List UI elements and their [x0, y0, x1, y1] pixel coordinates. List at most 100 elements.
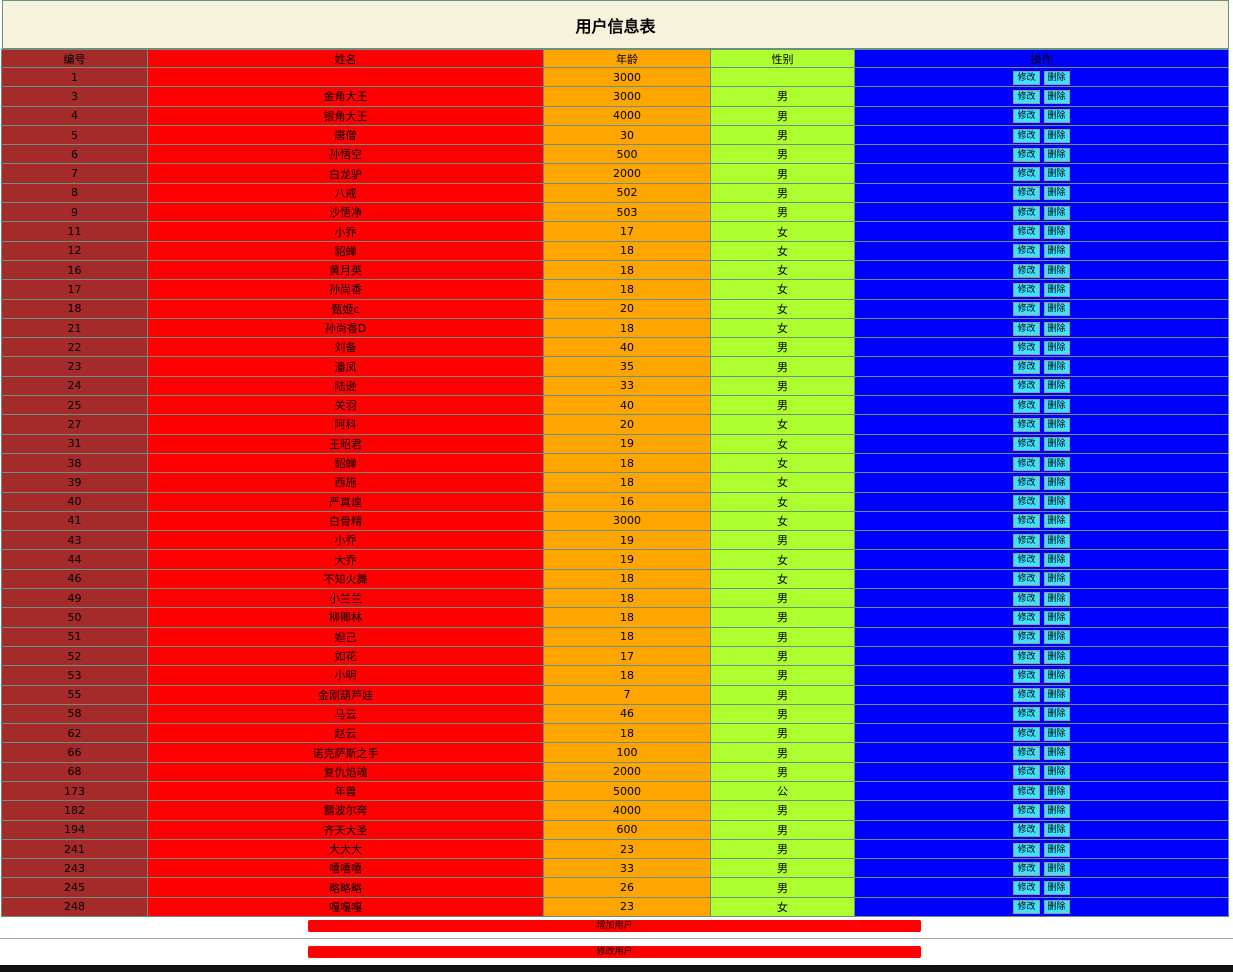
modify-button[interactable]: 修改: [1013, 610, 1040, 625]
delete-button[interactable]: 删除: [1043, 340, 1070, 355]
modify-button[interactable]: 修改: [1013, 707, 1040, 722]
action-cell: 修改 删除: [854, 452, 1229, 474]
delete-button[interactable]: 删除: [1043, 765, 1070, 780]
modify-button[interactable]: 修改: [1013, 726, 1040, 741]
modify-button[interactable]: 修改: [1013, 360, 1040, 375]
modify-button[interactable]: 修改: [1013, 321, 1040, 336]
modify-button[interactable]: 修改: [1013, 514, 1040, 529]
modify-button[interactable]: 修改: [1013, 89, 1040, 104]
delete-button[interactable]: 删除: [1043, 591, 1070, 606]
delete-button[interactable]: 删除: [1043, 89, 1070, 104]
delete-button[interactable]: 删除: [1043, 823, 1070, 838]
delete-button[interactable]: 删除: [1043, 900, 1070, 915]
delete-button[interactable]: 删除: [1043, 746, 1070, 761]
modify-button[interactable]: 修改: [1013, 244, 1040, 259]
id-cell: 39: [1, 472, 148, 493]
delete-button[interactable]: 删除: [1043, 128, 1070, 143]
delete-button[interactable]: 删除: [1043, 649, 1070, 664]
modify-button[interactable]: 修改: [1013, 881, 1040, 896]
delete-button[interactable]: 删除: [1043, 205, 1070, 220]
delete-button[interactable]: 删除: [1043, 321, 1070, 336]
delete-button[interactable]: 删除: [1043, 784, 1070, 799]
modify-button[interactable]: 修改: [1013, 147, 1040, 162]
name-cell: 不知火舞: [147, 568, 544, 590]
delete-button[interactable]: 删除: [1043, 70, 1070, 85]
delete-button[interactable]: 删除: [1043, 244, 1070, 259]
modify-button[interactable]: 修改: [1013, 572, 1040, 587]
delete-button[interactable]: 删除: [1043, 437, 1070, 452]
modify-button[interactable]: 修改: [1013, 340, 1040, 355]
modify-button[interactable]: 修改: [1013, 784, 1040, 799]
delete-button[interactable]: 删除: [1043, 553, 1070, 568]
modify-button[interactable]: 修改: [1013, 475, 1040, 490]
modify-button[interactable]: 修改: [1013, 225, 1040, 240]
name-cell: 小兰兰: [147, 588, 544, 609]
modify-button[interactable]: 修改: [1013, 823, 1040, 838]
delete-button[interactable]: 删除: [1043, 514, 1070, 529]
modify-button[interactable]: 修改: [1013, 437, 1040, 452]
modify-button[interactable]: 修改: [1013, 186, 1040, 201]
modify-button[interactable]: 修改: [1013, 263, 1040, 278]
delete-button[interactable]: 删除: [1043, 398, 1070, 413]
delete-button[interactable]: 删除: [1043, 861, 1070, 876]
name-cell: 年兽: [147, 780, 544, 802]
modify-button[interactable]: 修改: [1013, 553, 1040, 568]
modify-button[interactable]: 修改: [1013, 205, 1040, 220]
modify-button[interactable]: 修改: [1013, 746, 1040, 761]
delete-button[interactable]: 删除: [1043, 186, 1070, 201]
delete-button[interactable]: 删除: [1043, 225, 1070, 240]
modify-button[interactable]: 修改: [1013, 591, 1040, 606]
delete-button[interactable]: 删除: [1043, 668, 1070, 683]
modify-button[interactable]: 修改: [1013, 803, 1040, 818]
delete-button[interactable]: 删除: [1043, 707, 1070, 722]
delete-button[interactable]: 删除: [1043, 495, 1070, 510]
action-cell: 修改 删除: [854, 105, 1229, 126]
modify-button[interactable]: 修改: [1013, 167, 1040, 182]
delete-button[interactable]: 删除: [1043, 417, 1070, 432]
modify-button[interactable]: 修改: [1013, 282, 1040, 297]
delete-button[interactable]: 删除: [1043, 360, 1070, 375]
delete-button[interactable]: 删除: [1043, 147, 1070, 162]
modify-button[interactable]: 修改: [1013, 900, 1040, 915]
modify-button[interactable]: 修改: [1013, 70, 1040, 85]
modify-button[interactable]: 修改: [1013, 765, 1040, 780]
delete-button[interactable]: 删除: [1043, 167, 1070, 182]
delete-button[interactable]: 删除: [1043, 803, 1070, 818]
modify-button[interactable]: 修改: [1013, 533, 1040, 548]
modify-button[interactable]: 修改: [1013, 398, 1040, 413]
modify-button[interactable]: 修改: [1013, 128, 1040, 143]
delete-button[interactable]: 删除: [1043, 688, 1070, 703]
delete-button[interactable]: 删除: [1043, 881, 1070, 896]
modify-button[interactable]: 修改: [1013, 456, 1040, 471]
modify-button[interactable]: 修改: [1013, 379, 1040, 394]
age-cell: 5000: [543, 780, 711, 802]
delete-button[interactable]: 删除: [1043, 842, 1070, 857]
modify-button[interactable]: 修改: [1013, 649, 1040, 664]
delete-button[interactable]: 删除: [1043, 630, 1070, 645]
name-cell: 孙尚香: [147, 279, 544, 300]
table-row: 50 柳卿林 18 男修改 删除: [1, 607, 1229, 628]
delete-button[interactable]: 删除: [1043, 302, 1070, 317]
sex-cell: 女: [710, 298, 855, 319]
modify-button[interactable]: 修改: [1013, 842, 1040, 857]
delete-button[interactable]: 删除: [1043, 572, 1070, 587]
modify-button[interactable]: 修改: [1013, 417, 1040, 432]
delete-button[interactable]: 删除: [1043, 475, 1070, 490]
modify-button[interactable]: 修改: [1013, 630, 1040, 645]
delete-button[interactable]: 删除: [1043, 263, 1070, 278]
delete-button[interactable]: 删除: [1043, 726, 1070, 741]
add-button[interactable]: 增加用户: [308, 920, 921, 932]
delete-button[interactable]: 删除: [1043, 456, 1070, 471]
modify-button[interactable]: 修改: [1013, 688, 1040, 703]
modify-button[interactable]: 修改: [1013, 302, 1040, 317]
modify-button[interactable]: 修改: [1013, 495, 1040, 510]
delete-button[interactable]: 删除: [1043, 610, 1070, 625]
modify-button[interactable]: 修改: [1013, 668, 1040, 683]
delete-button[interactable]: 删除: [1043, 109, 1070, 124]
modify-button[interactable]: 修改: [1013, 861, 1040, 876]
delete-button[interactable]: 删除: [1043, 379, 1070, 394]
edit-button[interactable]: 修改用户: [308, 946, 921, 958]
modify-button[interactable]: 修改: [1013, 109, 1040, 124]
delete-button[interactable]: 删除: [1043, 533, 1070, 548]
delete-button[interactable]: 删除: [1043, 282, 1070, 297]
